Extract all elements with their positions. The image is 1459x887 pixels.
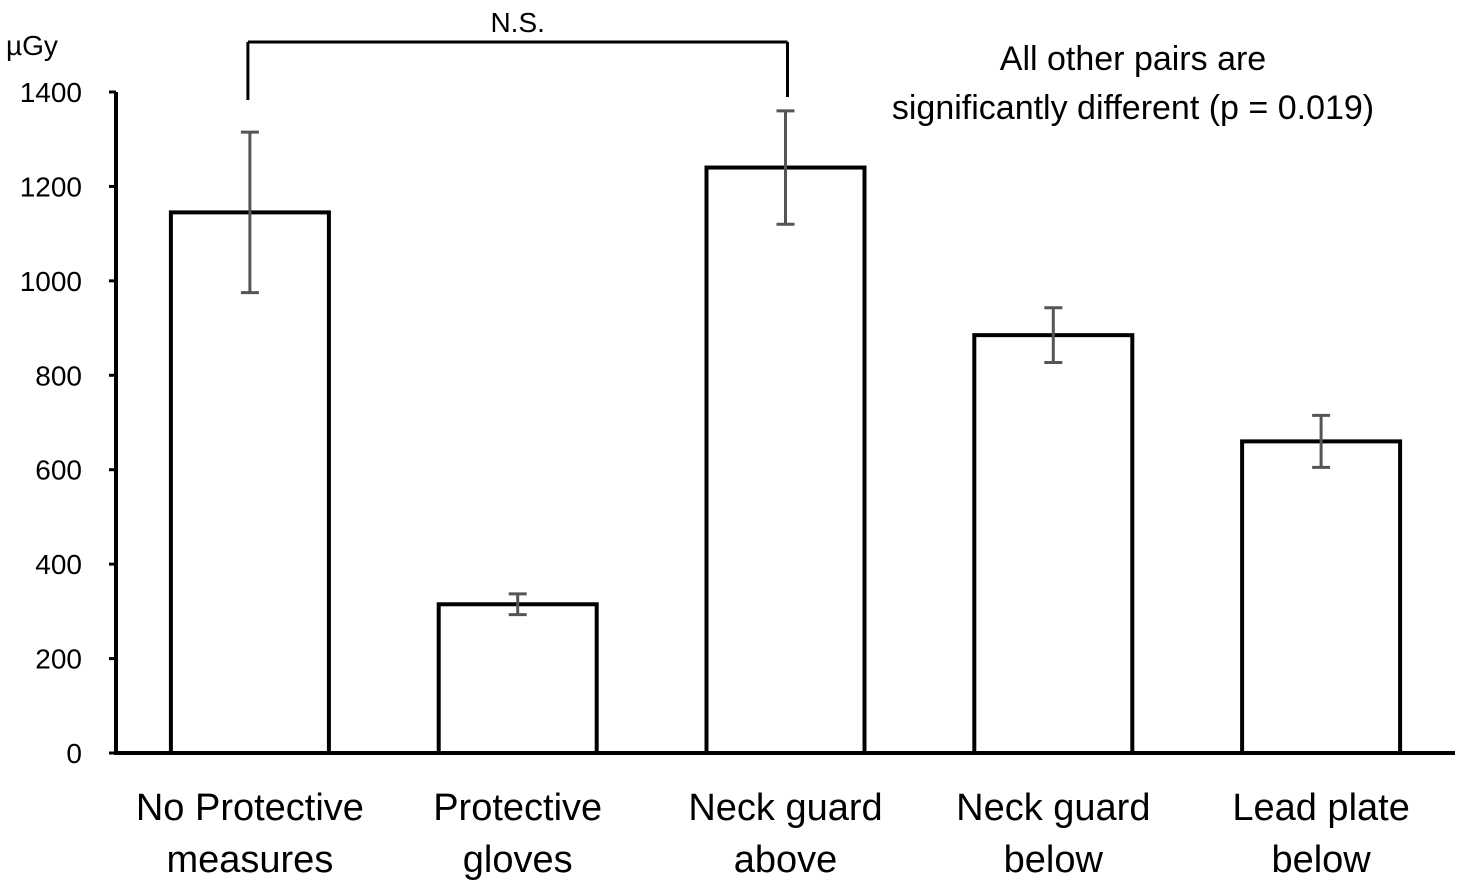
category-label-0-1: measures bbox=[166, 839, 333, 881]
category-label-1-1: gloves bbox=[463, 839, 573, 881]
category-label-3-0: Neck guard bbox=[956, 787, 1150, 829]
significance-label: N.S. bbox=[490, 7, 544, 38]
category-label-2-1: above bbox=[734, 839, 838, 881]
category-label-3-1: below bbox=[1004, 839, 1104, 881]
annotation-line-1: All other pairs are bbox=[1000, 40, 1266, 78]
axes-group: No Protective measures Protective gloves Nec… bbox=[20, 77, 1455, 881]
y-axis-label: µGy bbox=[6, 30, 58, 61]
category-label-2-0: Neck guard bbox=[688, 787, 882, 829]
y-tick-label-6: 1200 bbox=[20, 171, 82, 202]
category-label-1-0: Protective bbox=[433, 787, 602, 829]
y-tick-label-5: 1000 bbox=[20, 266, 82, 297]
bars-group bbox=[168, 109, 1403, 756]
significance-bracket: N.S. bbox=[246, 7, 789, 100]
annotation-line-2: significantly different (p = 0.019) bbox=[892, 89, 1374, 127]
bar-2 bbox=[704, 165, 867, 756]
y-tick-label-2: 400 bbox=[35, 549, 82, 580]
bar-4 bbox=[1240, 439, 1403, 755]
bar-3 bbox=[972, 333, 1135, 755]
category-label-4-0: Lead plate bbox=[1232, 787, 1410, 829]
bar-0 bbox=[168, 210, 331, 755]
y-tick-label-4: 800 bbox=[35, 360, 82, 391]
category-label-0-0: No Protective bbox=[136, 787, 364, 829]
y-tick-label-0: 0 bbox=[66, 738, 82, 769]
y-tick-label-3: 600 bbox=[35, 455, 82, 486]
category-label-4-1: below bbox=[1271, 839, 1371, 881]
y-tick-label-7: 1400 bbox=[20, 77, 82, 108]
bar-1 bbox=[436, 602, 599, 756]
y-tick-label-1: 200 bbox=[35, 644, 82, 675]
